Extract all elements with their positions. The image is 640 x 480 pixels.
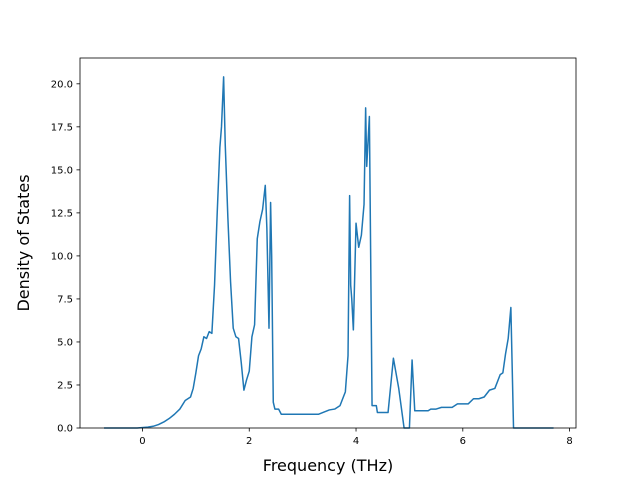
y-tick-label: 7.5 bbox=[57, 294, 73, 305]
x-axis-title: Frequency (THz) bbox=[263, 456, 393, 475]
y-tick-label: 12.5 bbox=[51, 208, 73, 219]
y-axis-title: Density of States bbox=[14, 174, 33, 311]
x-tick-label: 4 bbox=[353, 436, 359, 447]
y-tick-label: 0.0 bbox=[57, 424, 73, 435]
y-tick-label: 17.5 bbox=[51, 122, 73, 133]
plot-frame bbox=[79, 57, 577, 429]
y-tick-label: 10.0 bbox=[51, 251, 73, 262]
x-tick-label: 0 bbox=[139, 436, 145, 447]
y-axis-ticks: 0.0 2.5 5.0 7.5 10.0 12.5 15.0 17.5 20.0 bbox=[51, 79, 80, 435]
y-tick-label: 2.5 bbox=[57, 380, 73, 391]
x-axis-ticks: 0 2 4 6 8 bbox=[139, 428, 573, 447]
x-tick-label: 2 bbox=[246, 436, 252, 447]
x-tick-label: 6 bbox=[460, 436, 466, 447]
y-tick-label: 5.0 bbox=[57, 337, 73, 348]
dos-series-line bbox=[104, 76, 554, 429]
x-tick-label: 8 bbox=[566, 436, 572, 447]
y-tick-label: 15.0 bbox=[51, 165, 73, 176]
plot-area bbox=[80, 58, 576, 428]
y-tick-label: 20.0 bbox=[51, 79, 73, 90]
